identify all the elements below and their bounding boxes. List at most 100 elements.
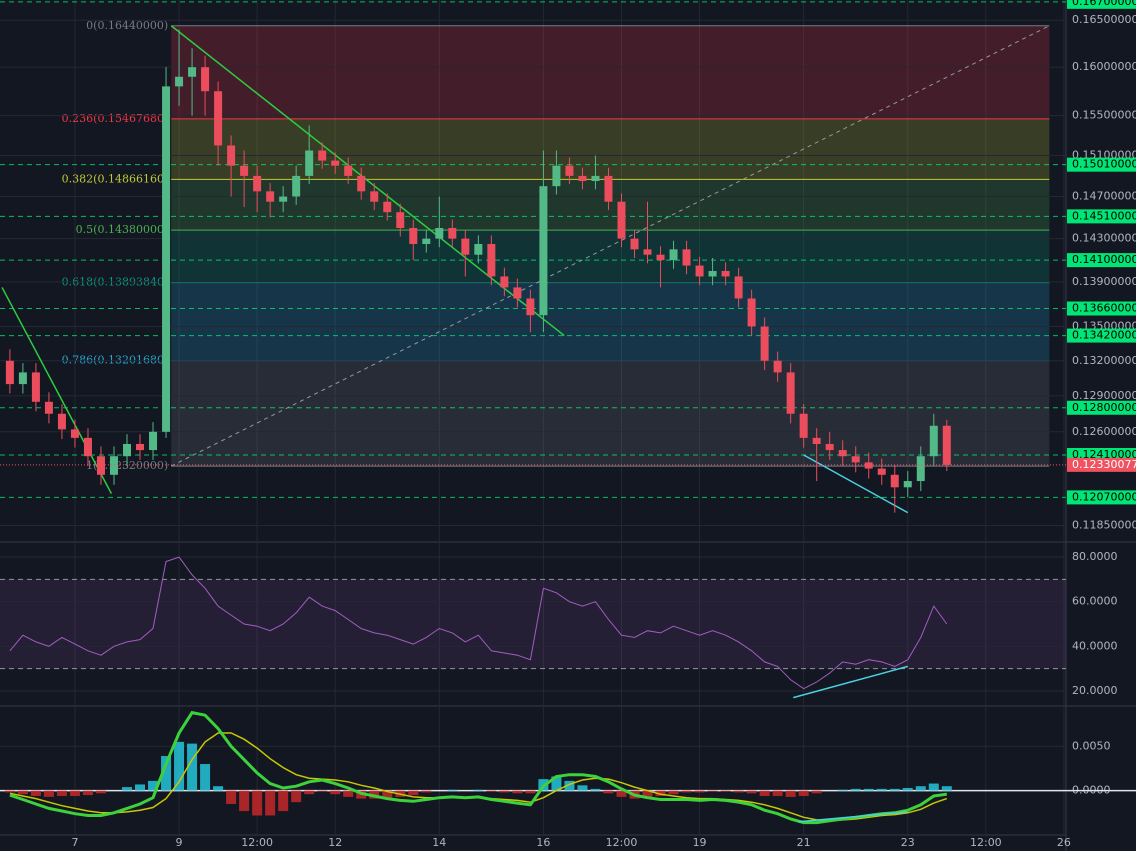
fib-band (171, 282, 1050, 361)
x-tick-label: 16 (536, 836, 550, 849)
level-tag (1067, 253, 1136, 268)
candle-body (773, 360, 782, 373)
candle-body (916, 456, 925, 482)
histogram-bar (291, 790, 302, 803)
x-tick-label: 23 (901, 836, 915, 849)
histogram-bar (889, 788, 900, 791)
histogram-bar (82, 790, 93, 796)
histogram-bar (681, 790, 692, 793)
candle-body (929, 425, 938, 457)
candle-body (331, 160, 340, 166)
candle-body (448, 227, 457, 239)
histogram-bar (811, 790, 822, 794)
level-label: 0.14510000 (1072, 209, 1136, 222)
candle-body (864, 462, 873, 469)
candle-body (669, 249, 678, 261)
histogram-bar (122, 787, 133, 791)
histogram-bar (551, 776, 562, 791)
histogram-bar (694, 790, 705, 793)
candle-body (903, 481, 912, 488)
level-tag (1067, 328, 1136, 343)
histogram-bar (590, 788, 601, 791)
histogram-bar (447, 789, 458, 791)
histogram-bar (850, 788, 861, 791)
level-tag (1067, 0, 1136, 9)
candle-body (500, 276, 509, 288)
candle-body (240, 165, 249, 176)
fib-label: 0.382(0.14866160) (62, 172, 169, 185)
candle-body (656, 254, 665, 261)
candle-body (552, 165, 561, 187)
candle-body (682, 249, 691, 266)
fib-label: 0.786(0.13201680) (62, 354, 169, 367)
candle-body (539, 186, 548, 316)
y-tick-label: 0.14700000 (1072, 190, 1136, 203)
y-tick-label: 0.13200000 (1072, 354, 1136, 367)
y-tick-label: 0.12600000 (1072, 425, 1136, 438)
histogram-bar (30, 790, 41, 796)
y-tick-label: 0.12900000 (1072, 389, 1136, 402)
fib-label: 0.5(0.14380000) (76, 223, 169, 236)
candle-body (526, 298, 535, 316)
y-tick-label: 20.0000 (1072, 684, 1118, 697)
level-tag (1067, 400, 1136, 415)
candle-body (838, 450, 847, 457)
histogram-bar (43, 790, 54, 797)
x-tick-label: 26 (1057, 836, 1071, 849)
rsi-band (0, 579, 1066, 669)
level-label: 0.12410000 (1072, 448, 1136, 461)
candle-body (513, 287, 522, 299)
histogram-bar (707, 790, 718, 792)
histogram-bar (56, 790, 67, 796)
candle-body (318, 150, 327, 161)
histogram-bar (239, 790, 250, 812)
candle-body (708, 270, 717, 277)
candle-body (18, 372, 27, 385)
x-tick-label: 12:00 (970, 836, 1002, 849)
histogram-bar (382, 790, 393, 798)
histogram-bar (330, 790, 341, 795)
candle-body (44, 401, 53, 414)
histogram-bar (200, 764, 211, 791)
y-tick-label: 0.16500000 (1072, 13, 1136, 26)
histogram-bar (486, 790, 497, 792)
candle-body (344, 165, 353, 176)
candle-body (734, 276, 743, 299)
y-tick-label: 40.0000 (1072, 639, 1118, 652)
candle-body (70, 429, 79, 438)
trendline (1, 287, 113, 494)
candle-body (695, 265, 704, 277)
candle-body (149, 431, 158, 451)
level-label: 0.13660000 (1072, 302, 1136, 315)
histogram-bar (876, 788, 887, 791)
x-tick-label: 9 (176, 836, 183, 849)
fib-label: 0.236(0.15467680) (62, 112, 169, 125)
histogram-bar (525, 790, 536, 794)
fib-band (171, 360, 1050, 467)
candle-body (890, 474, 899, 488)
histogram-bar (915, 786, 926, 791)
histogram-bar (343, 790, 354, 797)
candle-body (747, 298, 756, 327)
candle-body (591, 175, 600, 182)
last-price-label: 0.12330077 (1072, 458, 1136, 471)
histogram-bar (174, 741, 185, 791)
histogram-bar (759, 790, 770, 796)
y-tick-label: 60.0000 (1072, 595, 1118, 608)
candle-body (487, 243, 496, 277)
candle-body (396, 212, 405, 228)
y-tick-label: 0.13900000 (1072, 275, 1136, 288)
candle-body (266, 191, 275, 202)
histogram-bar (213, 786, 224, 791)
x-tick-label: 7 (71, 836, 78, 849)
x-tick-label: 19 (693, 836, 707, 849)
rsi-line (9, 556, 948, 690)
level-tag (1067, 157, 1136, 172)
candle-body (188, 67, 197, 77)
trendline (170, 25, 565, 337)
candle-body (474, 243, 483, 255)
histogram-bar (564, 780, 575, 791)
y-tick-label: 0.0050 (1072, 739, 1111, 752)
histogram-bar (616, 790, 627, 797)
